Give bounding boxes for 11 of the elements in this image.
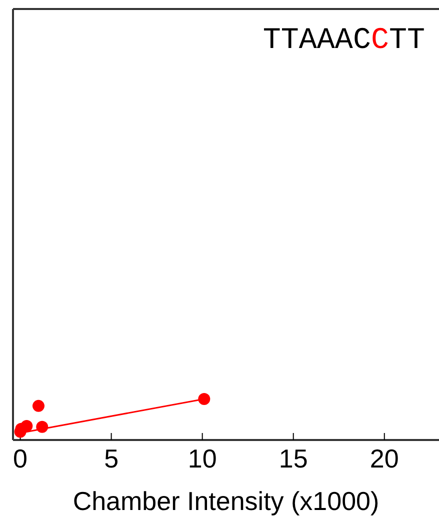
x-tick-label: 15 — [278, 443, 308, 474]
chart-title: TTAAACCTT — [262, 24, 425, 58]
x-tick-label: 10 — [188, 443, 217, 474]
point — [198, 392, 210, 405]
x-tick-label: 20 — [370, 443, 399, 474]
x-axis-title: Chamber Intensity (x1000) — [72, 486, 380, 516]
point — [36, 420, 48, 433]
x-tick-label: 0 — [13, 443, 28, 474]
x-tick-label: 5 — [104, 443, 119, 474]
point — [32, 400, 44, 412]
point — [20, 420, 33, 432]
